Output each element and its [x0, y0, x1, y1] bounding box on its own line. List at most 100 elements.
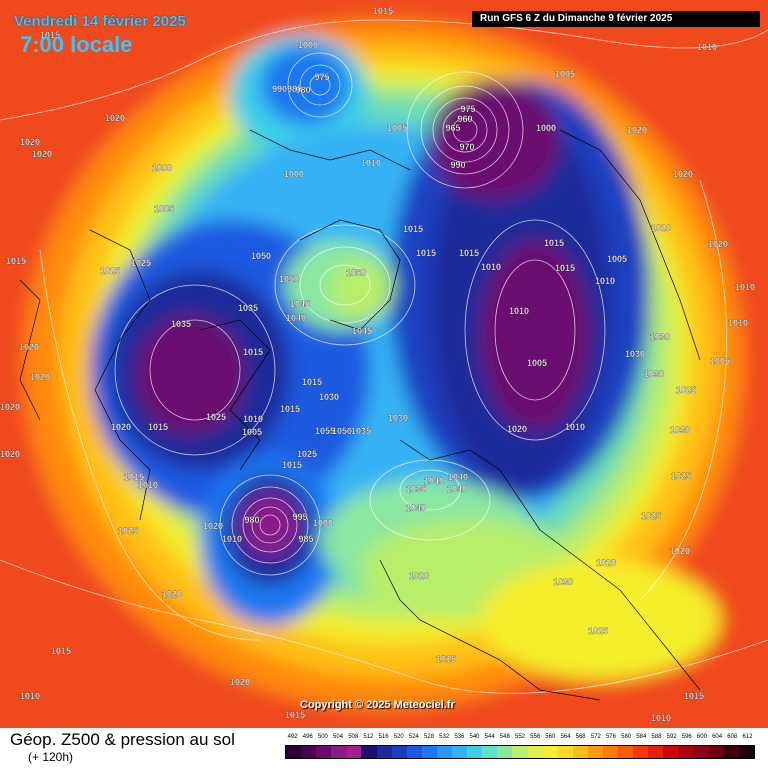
scale-swatch: [482, 746, 498, 758]
pressure-label: 1015: [51, 646, 71, 656]
pressure-label: 1015: [416, 248, 436, 258]
pressure-label: 1025: [671, 471, 691, 481]
pressure-label: 1030: [670, 425, 690, 435]
forecast-hour: (+ 120h): [28, 750, 74, 764]
pressure-label: 1025: [100, 266, 120, 276]
scale-swatch: [693, 746, 709, 758]
pressure-label: 1025: [131, 258, 151, 268]
scale-tick: 528: [424, 734, 435, 740]
pressure-label: 1015: [373, 6, 393, 16]
pressure-label: 1005: [710, 356, 730, 366]
pressure-label: 1010: [20, 691, 40, 701]
scale-swatch: [663, 746, 679, 758]
scale-swatch: [708, 746, 724, 758]
pressure-label: 1020: [507, 424, 527, 434]
scale-swatch: [316, 746, 332, 758]
pressure-label: 1025: [206, 412, 226, 422]
pressure-label: 1005: [527, 358, 547, 368]
pressure-label: 965: [445, 123, 460, 133]
pressure-label: 1020: [670, 546, 690, 556]
pressure-label: 1015: [40, 30, 60, 40]
pressure-label: 1010: [651, 713, 671, 723]
pressure-label: 1050: [332, 426, 352, 436]
scale-swatch: [391, 746, 407, 758]
scale-swatch: [331, 746, 347, 758]
pressure-label: 1050: [346, 268, 366, 278]
pressure-label: 1025: [676, 385, 696, 395]
scale-swatch: [361, 746, 377, 758]
pressure-label: 1015: [302, 377, 322, 387]
pressure-label: 1030: [650, 332, 670, 342]
pressure-label: 1015: [544, 238, 564, 248]
scale-tick: 508: [348, 734, 359, 740]
pressure-label: 1025: [297, 449, 317, 459]
scale-tick: 576: [605, 734, 616, 740]
pressure-label: 1010: [735, 282, 755, 292]
scale-tick: 560: [545, 734, 556, 740]
pressure-label: 1000: [298, 40, 318, 50]
pressure-label: 990985: [272, 84, 302, 94]
pressure-label: 975: [314, 72, 329, 82]
scale-swatch: [286, 746, 302, 758]
scale-swatch: [467, 746, 483, 758]
scale-tick: 492: [287, 734, 298, 740]
pressure-label: 1015: [282, 460, 302, 470]
pressure-label: 1020: [111, 422, 131, 432]
pressure-label: 1010: [243, 414, 263, 424]
pressure-label: 1000: [536, 123, 556, 133]
pressure-label: 1020: [0, 449, 20, 459]
pressure-label: 1000: [284, 169, 304, 179]
pressure-label: 1015: [124, 472, 144, 482]
pressure-label: 1020: [105, 113, 125, 123]
pressure-label: 1005: [242, 427, 262, 437]
pressure-labels: 1015101510009759909859801010100597596096…: [0, 6, 755, 723]
scale-tick: 596: [681, 734, 692, 740]
pressure-label: 980: [295, 85, 310, 95]
pressure-label: 1015: [243, 347, 263, 357]
scale-swatch: [602, 746, 619, 758]
pressure-label: 1015: [148, 422, 168, 432]
pressure-label: 1015: [285, 710, 305, 720]
scale-tick: 600: [696, 734, 707, 740]
scale-tick: 572: [590, 734, 601, 740]
pressure-label: 1030: [644, 369, 664, 379]
pressure-label: 1030: [553, 577, 573, 587]
pressure-label: 1020: [673, 169, 693, 179]
pressure-label: 1000: [152, 163, 172, 173]
scale-tick: 500: [317, 734, 328, 740]
scale-tick: 564: [560, 734, 571, 740]
pressure-label: 1015: [436, 654, 456, 664]
scale-tick: 532: [439, 734, 450, 740]
scale-tick: 520: [393, 734, 404, 740]
scale-swatch: [406, 746, 422, 758]
scale-swatch: [618, 746, 634, 758]
scale-swatch: [738, 746, 754, 758]
scale-tick: 568: [575, 734, 586, 740]
pressure-label: 1010: [481, 262, 501, 272]
pressure-label: 960: [457, 114, 472, 124]
copyright: Copyright © 2025 Meteociel.fr: [300, 699, 455, 711]
scale-tick: 544: [484, 734, 495, 740]
scale-tick: 588: [651, 734, 662, 740]
pressure-label: 1010: [509, 306, 529, 316]
run-info: Run GFS 6 Z du Dimanche 9 février 2025: [472, 11, 760, 27]
pressure-label: 1020: [203, 521, 223, 531]
pressure-label: 1030: [388, 413, 408, 423]
scale-swatch: [301, 746, 317, 758]
scale-swatch: [436, 746, 453, 758]
pressure-label: 1020: [20, 137, 40, 147]
pressure-label: 990: [450, 160, 465, 170]
pressure-label: 1015: [555, 263, 575, 273]
pressure-label: 1020: [230, 677, 250, 687]
pressure-label: 1010: [697, 42, 717, 52]
scale-swatch: [542, 746, 558, 758]
scale-swatch: [421, 746, 437, 758]
pressure-label: 1040: [424, 476, 444, 486]
pressure-label: 1035: [171, 319, 191, 329]
pressure-label: 975: [460, 104, 475, 114]
scale-tick: 584: [636, 734, 647, 740]
scale-swatch: [557, 746, 573, 758]
pressure-label: 1010: [222, 534, 242, 544]
scale-tick: 516: [378, 734, 389, 740]
scale-swatch: [497, 746, 513, 758]
